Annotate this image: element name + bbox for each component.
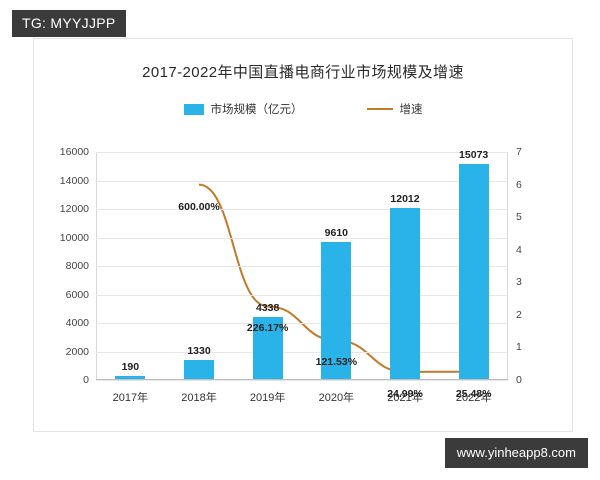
y-tick-right: 4 (516, 243, 522, 256)
y-tick-right: 2 (516, 308, 522, 321)
bar-value-label: 15073 (459, 149, 489, 162)
chart-title: 2017-2022年中国直播电商行业市场规模及增速 (142, 64, 464, 81)
legend-label-line: 增速 (399, 104, 423, 116)
y-tick-right: 7 (516, 146, 522, 158)
legend-label-bar: 市场规模（亿元） (210, 104, 303, 116)
x-tick-label: 2022年 (455, 392, 492, 404)
line-value-label: 25.48% (455, 387, 492, 400)
site-watermark-badge: www.yinheapp8.com (444, 438, 588, 468)
line-value-label: 226.17% (246, 322, 289, 335)
bar-value-label: 12012 (390, 192, 420, 205)
y-tick-left: 14000 (59, 174, 89, 187)
bar-value-label: 1330 (187, 345, 211, 358)
bar (321, 242, 352, 379)
y-tick-left: 8000 (65, 260, 89, 272)
x-axis (96, 379, 508, 380)
x-tick-label: 2018年 (181, 392, 217, 404)
y-tick-left: 6000 (65, 288, 89, 301)
gridline (96, 209, 508, 210)
y-tick-left: 2000 (65, 345, 89, 358)
bar (184, 360, 214, 379)
bar (390, 207, 420, 379)
gridline (96, 237, 508, 239)
chart-legend: 市场规模（亿元） 增速 (34, 101, 572, 117)
gridline (96, 380, 508, 381)
y-tick-left: 10000 (59, 231, 89, 244)
gridline (96, 180, 508, 182)
x-tick-label: 2019年 (249, 392, 286, 404)
line-value-label: 600.00% (178, 200, 220, 213)
bar (252, 317, 283, 379)
line-value-label: 121.53% (315, 356, 358, 369)
legend-swatch-bar-icon (183, 103, 204, 115)
y-tick-right: 6 (516, 178, 522, 191)
plot-wrapper: 0 2000 4000 6000 8000 10000 12000 14000 16000 0 1 2… (34, 39, 574, 433)
legend-swatch-line-icon (366, 108, 393, 110)
x-tick-label: 2020年 (318, 392, 355, 404)
x-tick-label: 2021年 (387, 392, 423, 404)
bar (458, 164, 489, 379)
gridline (96, 266, 508, 267)
line-value-label: 24.99% (387, 387, 423, 400)
legend-item-line: 增速 (366, 101, 423, 117)
y-tick-right: 0 (516, 374, 522, 386)
y-tick-right: 1 (516, 341, 522, 354)
legend-item-bar: 市场规模（亿元） (183, 101, 303, 117)
y-tick-left: 4000 (65, 317, 89, 329)
bar-value-label: 190 (121, 361, 140, 374)
y-tick-right: 3 (516, 276, 522, 289)
y-tick-left: 0 (83, 374, 89, 386)
gridline (96, 152, 508, 153)
y-tick-left: 12000 (59, 203, 89, 215)
bar (115, 376, 146, 379)
plot-area: 0 2000 4000 6000 8000 10000 12000 14000 16000 0 1 2… (60, 146, 522, 404)
y-tick-left: 16000 (59, 146, 89, 158)
gridline (96, 323, 508, 324)
x-tick-label: 2017年 (112, 392, 149, 404)
gridline (96, 294, 508, 296)
bar-value-label: 9610 (324, 227, 349, 240)
y-tick-right: 5 (516, 211, 522, 224)
tg-watermark-badge: TG: MYYJJPP (12, 10, 126, 37)
gridline (96, 351, 508, 353)
bar-value-label: 4338 (255, 302, 280, 315)
